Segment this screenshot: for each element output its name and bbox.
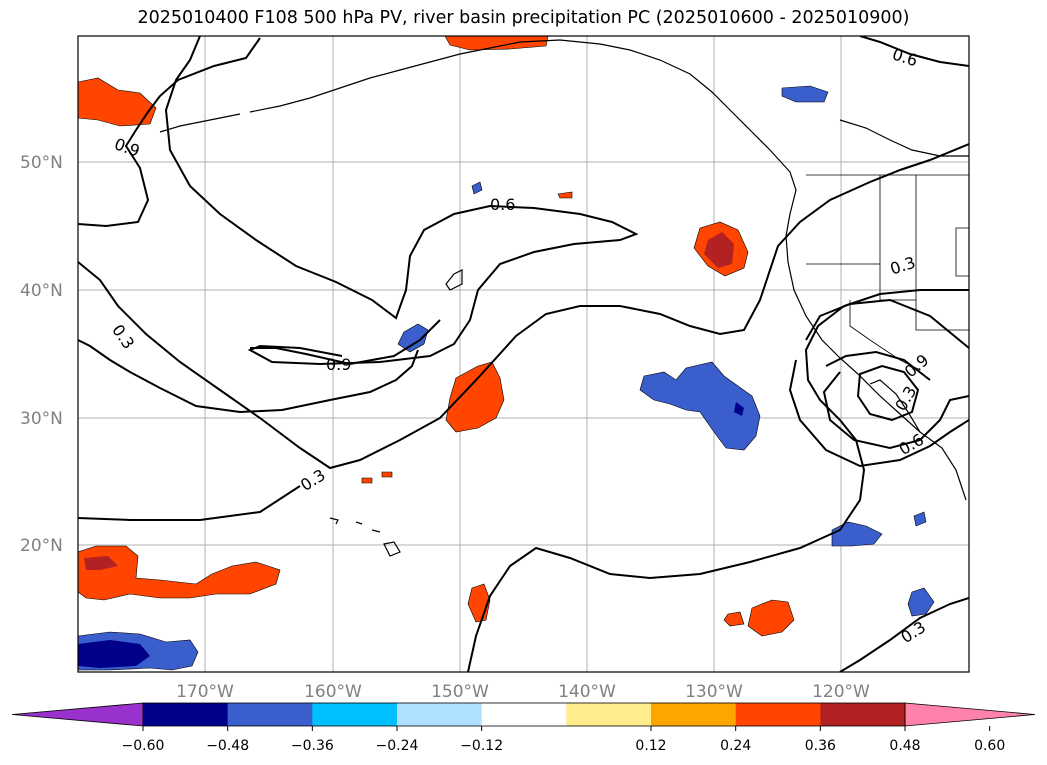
positive-patch [78,545,281,601]
positive-patch [557,191,573,199]
lat-label-30: 30°N [20,409,63,429]
colorbar-segment [397,703,483,726]
contour-line [856,364,920,422]
negative-patch [639,361,761,451]
colorbar-tick-label: 0.48 [889,738,920,754]
colorbar-tick-label: −0.60 [122,738,165,754]
lon-label-140: 140°W [558,682,616,702]
negative-dark-patch [78,640,150,668]
lat-label-40: 40°N [20,281,63,301]
positive-dark-patch [704,232,734,268]
colorbar-segment [227,703,313,726]
colorbar-tick-label: −0.24 [376,738,419,754]
coastlines [159,39,969,557]
lon-label-130: 130°W [685,682,743,702]
map-title: 2025010400 F108 500 hPa PV, river basin … [137,8,910,28]
contour-line [467,289,969,672]
borders [806,174,969,371]
colorbar-outline [142,702,906,727]
positive-patch [747,599,795,637]
colorbar: −0.60 −0.48 −0.36 −0.24 −0.12 0.12 0.24 0.36 0.4… [11,702,1036,754]
positive-patch [78,77,157,127]
contour-line [822,371,969,450]
contour-label: 0.9 [326,355,351,374]
contour-label: 0.6 [490,195,515,214]
positive-patch [361,477,373,484]
contour-line [164,36,639,366]
colorbar-segment [735,703,821,726]
negative-dark-patch [734,402,744,416]
contour-line [78,37,261,228]
pv-contours [78,36,969,672]
contour-line [78,485,301,521]
positive-patch [444,36,549,51]
lat-labels: 50°N 40°N 30°N 20°N [20,153,63,556]
colorbar-segment [312,703,398,726]
negative-patch [907,587,935,617]
colorbar-extend-max [904,702,1036,727]
positive-patch [445,361,505,433]
contour-line [250,319,441,366]
lon-label-170: 170°W [176,682,234,702]
contour-line [839,597,969,672]
positive-dark-patch [84,556,118,570]
colorbar-segment [820,703,906,726]
contour-line [825,350,931,381]
contour-line [805,298,969,349]
colorbar-tick-label: 0.60 [974,738,1005,754]
lat-label-20: 20°N [20,536,63,556]
colorbar-tick-label: 0.12 [635,738,666,754]
contour-line [78,339,419,414]
contour-line [859,36,969,67]
colorbar-extend-min [11,702,144,727]
map-frame [77,35,970,673]
negative-patch [471,181,483,195]
negative-patch [397,323,429,353]
lon-label-120: 120°W [812,682,870,702]
contour-line [788,359,969,468]
colorbar-tick-label: 0.24 [720,738,751,754]
colorbar-segment [143,703,229,726]
negative-patch [913,511,927,527]
map-area [78,36,969,672]
contour-line [78,143,969,470]
positive-patch [381,471,393,478]
colorbar-segment [481,703,567,726]
lat-label-50: 50°N [20,153,63,173]
lon-label-150: 150°W [431,682,489,702]
colorbar-segment [566,703,652,726]
colorbar-tick-label: 0.36 [805,738,836,754]
colorbar-segment [651,703,737,726]
negative-patch [781,85,829,103]
lon-label-160: 160°W [304,682,362,702]
colorbar-tick-label: −0.48 [206,738,249,754]
lon-labels: 170°W 160°W 150°W 140°W 130°W 120°W [176,682,870,702]
colorbar-tick-label: −0.36 [291,738,334,754]
negative-patch [831,521,883,547]
colorbar-tick-label: −0.12 [460,738,503,754]
positive-patch [723,611,745,627]
precip-patches [78,36,935,671]
